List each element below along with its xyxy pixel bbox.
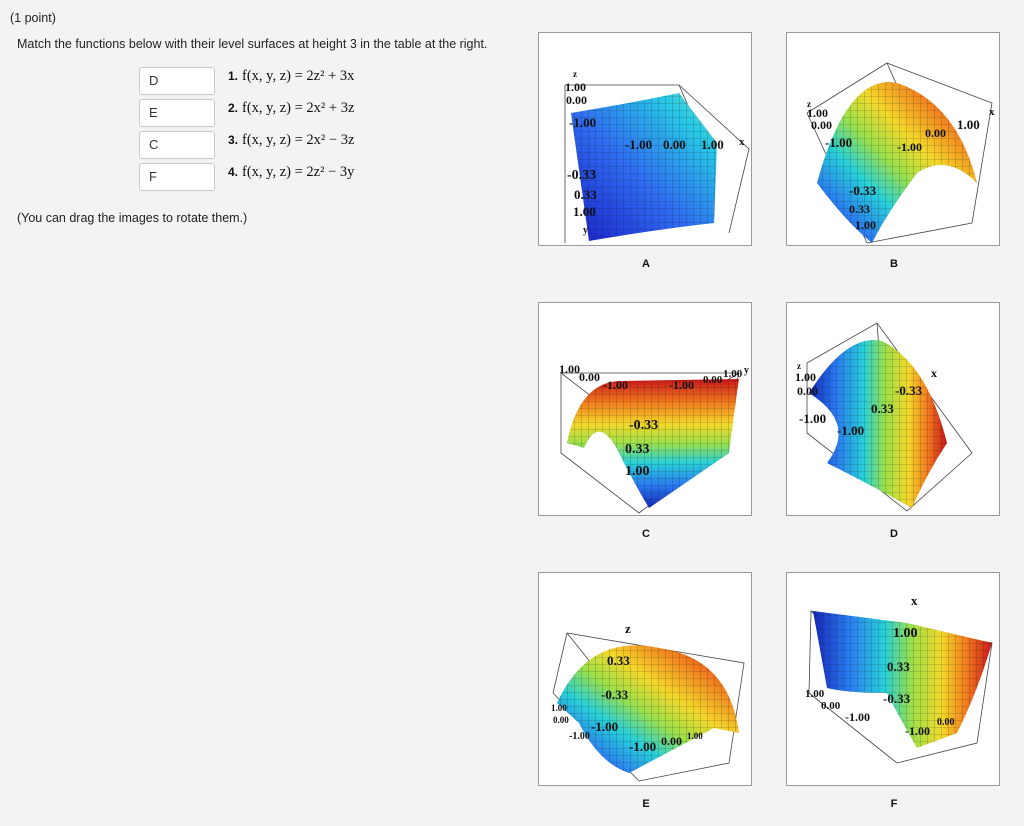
function-number: 1.: [228, 69, 239, 83]
tick-label: -1.00: [625, 137, 652, 152]
surface-plot-f[interactable]: x 1.00 0.33 -0.33 1.00 0.00 -1.00 -1.00 …: [786, 572, 1000, 786]
axis-label: z: [807, 99, 811, 109]
tick-label: -1.00: [825, 135, 852, 150]
tick-label: 1.00: [795, 370, 816, 384]
function-number: 2.: [228, 101, 239, 115]
tick-label: 0.00: [566, 93, 587, 107]
function-number: 4.: [228, 165, 239, 179]
tick-label: 1.00: [723, 368, 743, 380]
axis-label: z: [625, 621, 631, 636]
tick-label: 0.33: [607, 653, 630, 668]
tick-label: 1.00: [893, 626, 918, 641]
tick-label: -1.00: [845, 710, 870, 724]
surface-plot-a[interactable]: z 1.00 0.00 -1.00 -1.00 0.00 1.00 x -0.3…: [538, 32, 752, 246]
tick-label: -1.00: [669, 378, 694, 392]
tick-label: 0.33: [871, 401, 894, 416]
tick-label: 0.33: [887, 659, 910, 674]
tick-label: 1.00: [957, 117, 980, 132]
answer-field-4[interactable]: F: [139, 163, 215, 191]
tick-label: 1.00: [551, 703, 567, 713]
tick-label: 1.00: [559, 362, 580, 376]
plot-letter-c: C: [642, 528, 650, 540]
function-expression: f(x, y, z) = 2z² − 3y: [242, 164, 355, 180]
tick-label: 1.00: [701, 137, 724, 152]
answer-field-1[interactable]: D: [139, 67, 215, 95]
surface-plot-b[interactable]: z 1.00 0.00 -1.00 x 1.00 0.00 -1.00 -0.3…: [786, 32, 1000, 246]
function-item-3: 3. f(x, y, z) = 2x² − 3z: [228, 132, 354, 149]
point-value: (1 point): [10, 11, 56, 25]
axis-label: x: [911, 593, 918, 608]
answer-field-3[interactable]: C: [139, 131, 215, 159]
surface-plot-d[interactable]: z 1.00 0.00 -1.00 -1.00 x -0.33 0.33: [786, 302, 1000, 516]
tick-label: -1.00: [603, 378, 628, 392]
tick-label: -0.33: [601, 687, 629, 702]
tick-label: -1.00: [799, 411, 826, 426]
tick-label: 0.00: [811, 118, 832, 132]
tick-label: 0.33: [625, 442, 650, 457]
axis-label: y: [744, 365, 749, 376]
tick-label: 0.00: [579, 370, 600, 384]
tick-label: -0.33: [883, 691, 911, 706]
tick-label: 0.00: [553, 715, 569, 725]
tick-label: 0.00: [925, 126, 946, 140]
tick-label: 1.00: [805, 688, 825, 700]
surface-plot-e[interactable]: z 0.33 -0.33 -1.00 1.00 0.00 -1.00 -1.00…: [538, 572, 752, 786]
tick-label: -0.33: [895, 383, 923, 398]
tick-label: 0.00: [937, 717, 955, 728]
tick-label: -0.33: [849, 183, 877, 198]
tick-label: 0.00: [663, 137, 686, 152]
tick-label: -1.00: [569, 115, 596, 130]
plot-letter-f: F: [890, 798, 898, 810]
axis-label: x: [989, 106, 995, 118]
tick-label: 0.00: [661, 734, 682, 748]
axis-label: y: [583, 225, 588, 236]
tick-label: -0.33: [629, 418, 658, 433]
axis-label: z: [797, 361, 801, 371]
function-expression: f(x, y, z) = 2z² + 3x: [242, 68, 355, 84]
function-expression: f(x, y, z) = 2x² − 3z: [242, 132, 355, 148]
tick-label: -1.00: [591, 719, 618, 734]
plot-letter-e: E: [642, 798, 650, 810]
tick-label: -1.00: [569, 731, 590, 742]
tick-label: 0.00: [797, 384, 818, 398]
instructions-text: Match the functions below with their lev…: [17, 37, 488, 51]
axis-label: x: [739, 136, 745, 148]
function-item-1: 1. f(x, y, z) = 2z² + 3x: [228, 68, 354, 85]
tick-label: 1.00: [625, 464, 650, 479]
axis-label: z: [573, 69, 577, 79]
tick-label: 1.00: [565, 80, 586, 94]
drag-hint-text: (You can drag the images to rotate them.…: [17, 211, 248, 225]
tick-label: -1.00: [837, 423, 864, 438]
tick-label: 0.33: [574, 187, 597, 202]
function-number: 3.: [228, 133, 239, 147]
tick-label: -1.00: [897, 140, 922, 154]
answer-field-2[interactable]: E: [139, 99, 215, 127]
tick-label: 1.00: [855, 218, 876, 232]
function-expression: f(x, y, z) = 2x² + 3z: [242, 100, 355, 116]
tick-label: 0.00: [821, 700, 841, 712]
tick-label: -0.33: [567, 168, 596, 183]
tick-label: 1.00: [687, 731, 703, 741]
tick-label: -1.00: [905, 724, 930, 738]
plot-letter-a: A: [642, 258, 650, 270]
surface-plot-c[interactable]: 1.00 0.00 -1.00 -1.00 0.00 1.00 y -0.33 …: [538, 302, 752, 516]
tick-label: 0.33: [849, 202, 870, 216]
plot-letter-b: B: [890, 258, 898, 270]
plot-letter-d: D: [890, 528, 898, 540]
tick-label: 0.00: [703, 374, 723, 386]
tick-label: 1.00: [573, 204, 596, 219]
function-item-2: 2. f(x, y, z) = 2x² + 3z: [228, 100, 354, 117]
tick-label: -1.00: [629, 739, 656, 754]
function-item-4: 4. f(x, y, z) = 2z² − 3y: [228, 164, 354, 181]
tick-label: 1.00: [807, 106, 828, 120]
axis-label: x: [931, 366, 937, 380]
